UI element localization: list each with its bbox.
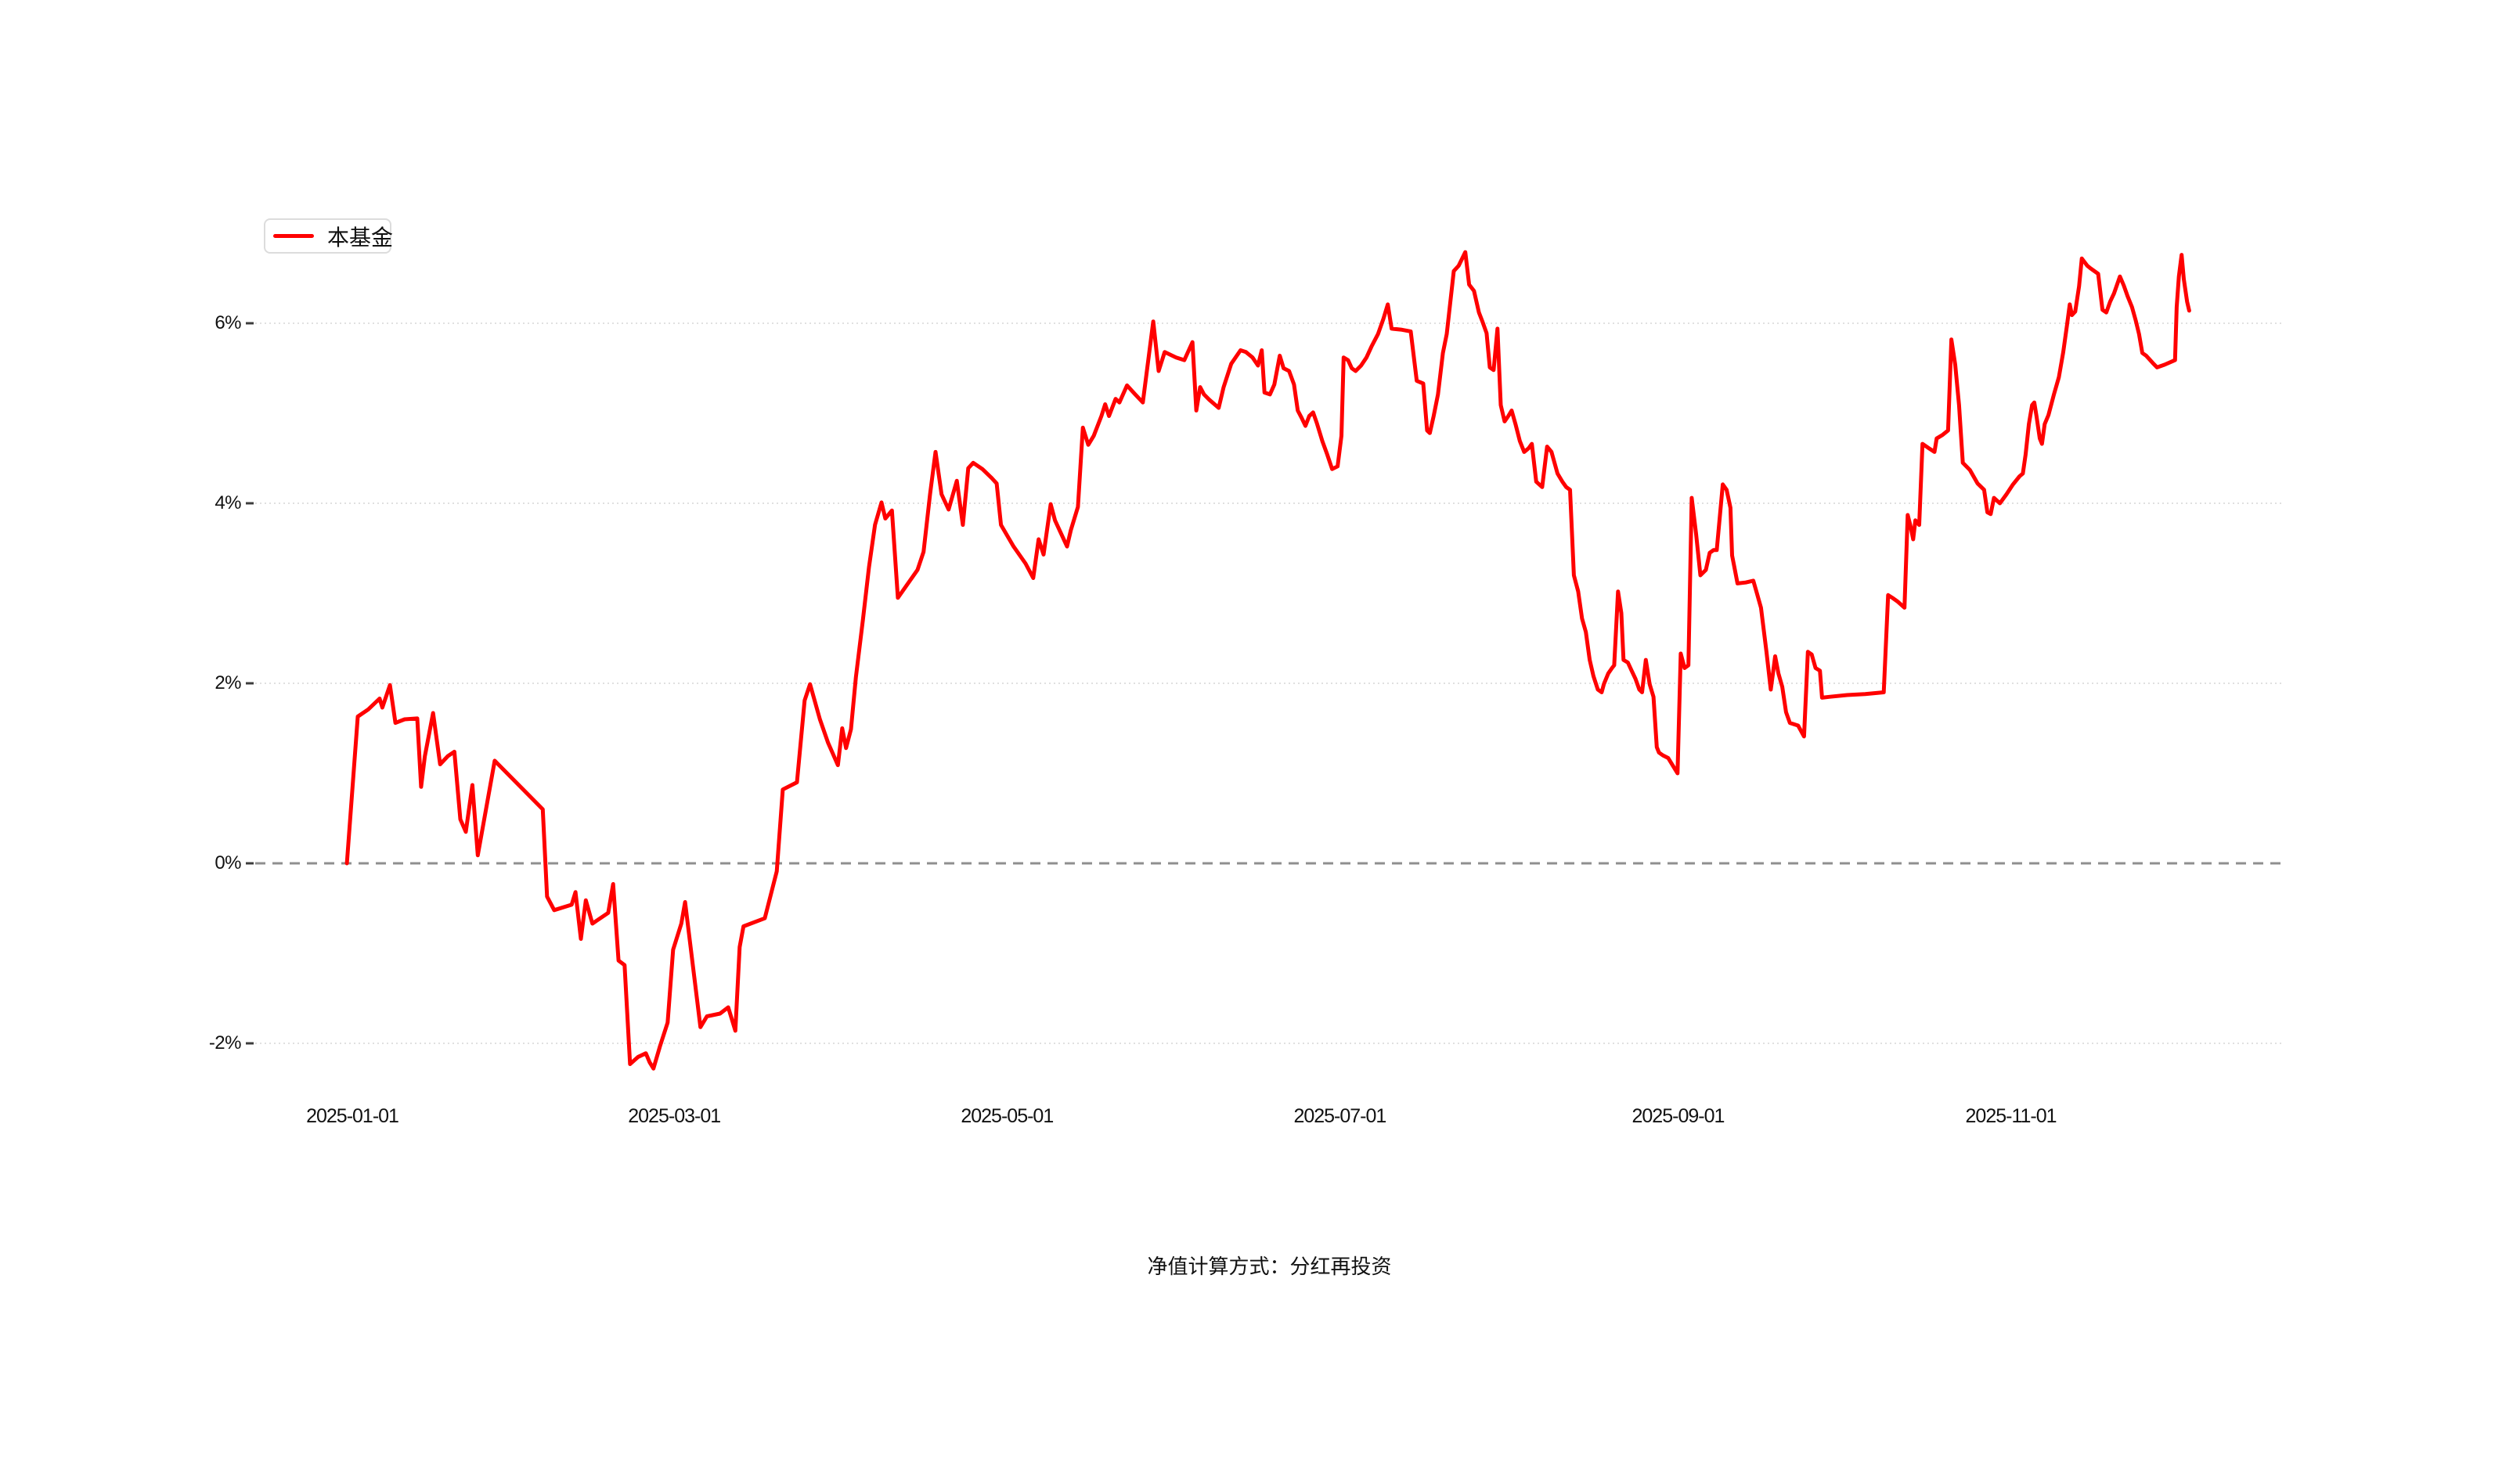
x-axis-tick-label: 2025-03-01	[628, 1105, 721, 1127]
legend-item-fund[interactable]: 本基金	[264, 218, 394, 254]
y-axis-tick-label: 4%	[215, 492, 241, 513]
x-axis-tick-label: 2025-11-01	[1965, 1105, 2057, 1127]
x-axis-tick-label: 2025-05-01	[961, 1105, 1054, 1127]
y-axis-tick-label: 0%	[215, 852, 241, 873]
series-line-本基金	[344, 250, 2191, 1071]
y-axis-tick-label: 6%	[215, 312, 241, 333]
x-axis-tick-label: 2025-07-01	[1293, 1105, 1386, 1127]
x-axis-tick-label: 2025-09-01	[1631, 1105, 1725, 1127]
nav-calculation-caption: 净值计算方式：分红再投资	[1147, 1255, 1392, 1278]
y-axis-tick-label: 2%	[215, 672, 241, 693]
legend-label: 本基金	[327, 225, 394, 250]
x-axis-tick-label: 2025-01-01	[306, 1105, 399, 1127]
y-axis-tick-label: -2%	[208, 1032, 242, 1054]
legend-line-marker-icon	[273, 234, 314, 238]
